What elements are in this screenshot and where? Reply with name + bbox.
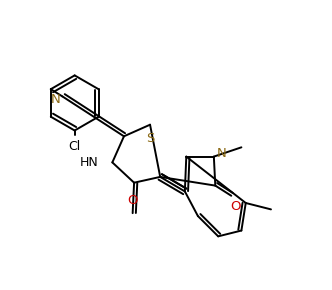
Text: Cl: Cl — [68, 140, 81, 153]
Text: N: N — [50, 93, 60, 106]
Text: O: O — [127, 194, 138, 207]
Text: S: S — [146, 132, 155, 145]
Text: HN: HN — [80, 156, 98, 169]
Text: N: N — [217, 147, 227, 160]
Text: O: O — [230, 200, 241, 213]
